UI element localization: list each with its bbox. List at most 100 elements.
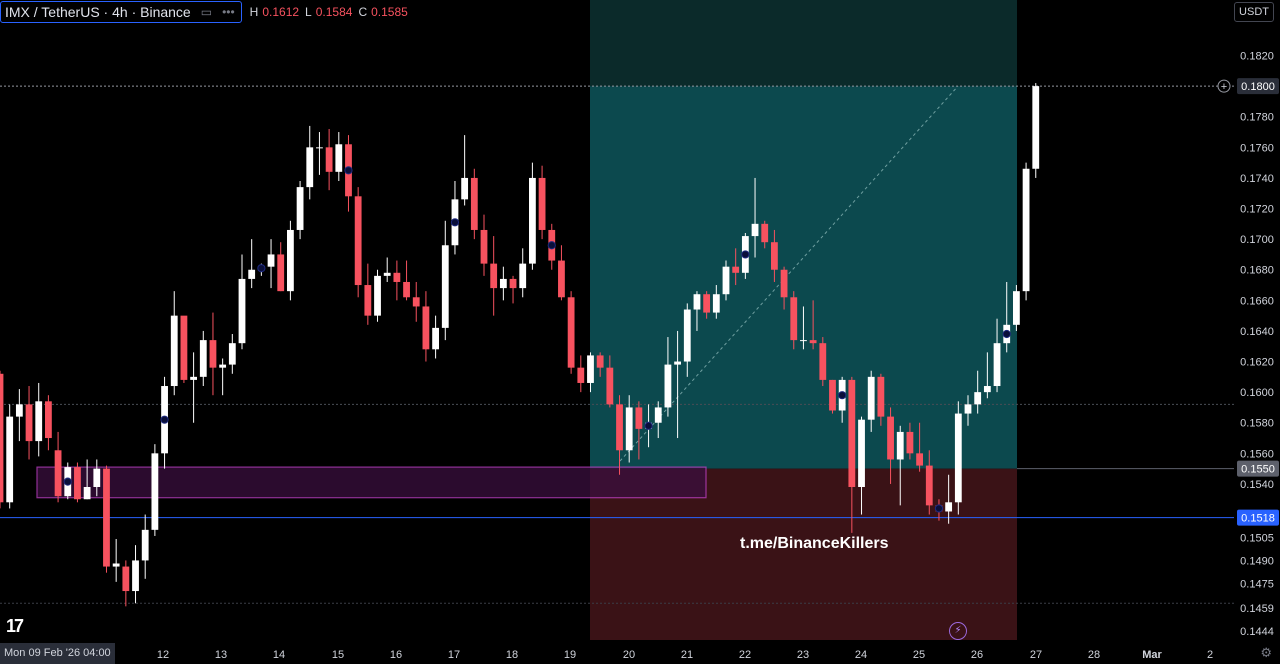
candle-body: [1022, 168, 1030, 292]
time-tick-label: 17: [448, 649, 460, 661]
candle: [219, 358, 227, 396]
event-marker-icon: [838, 391, 847, 400]
currency-button[interactable]: USDT: [1234, 2, 1274, 22]
candle: [974, 370, 982, 414]
candle: [470, 168, 478, 240]
candle-body: [558, 260, 565, 298]
price-tick-label: 0.1444: [1240, 626, 1274, 638]
candle-body: [316, 147, 323, 149]
candle-body: [441, 245, 449, 328]
candle: [132, 545, 139, 604]
candle: [383, 257, 391, 282]
time-tick-label: 13: [215, 649, 227, 661]
candle-body: [925, 465, 933, 506]
candle: [199, 330, 207, 387]
candle: [751, 177, 759, 258]
candle-body: [780, 269, 788, 298]
candle: [829, 379, 836, 414]
time-tick-label: 23: [797, 649, 809, 661]
candle-body: [287, 229, 294, 292]
event-marker-icon: [547, 241, 556, 250]
candle: [335, 132, 343, 181]
time-tick-label: 12: [157, 649, 169, 661]
price-tick-label: 0.1580: [1240, 418, 1274, 430]
price-tick-label: 0.1600: [1240, 387, 1274, 399]
close-value: 0.1585: [371, 5, 408, 19]
candle-body: [509, 278, 517, 289]
event-marker-icon: [934, 504, 944, 513]
candle-body: [1013, 291, 1020, 325]
candle: [325, 128, 333, 191]
candle: [1032, 83, 1040, 178]
time-axis[interactable]: 12 13 14 15 16 17 18 19 20 21 22 23 24 25 26 27 28 Mar 2: [157, 649, 1213, 661]
candle: [1022, 162, 1030, 301]
time-tick-label: 24: [855, 649, 867, 661]
candle: [925, 450, 933, 515]
demand-box: [36, 466, 707, 499]
candle: [916, 422, 923, 472]
candle-body: [964, 404, 972, 414]
candle-body: [374, 275, 381, 316]
candle-body: [567, 297, 575, 368]
price-label-bg: [1237, 460, 1279, 477]
hide-icon[interactable]: ▭: [200, 5, 213, 19]
time-tick-label: 2: [1207, 649, 1213, 661]
candle-body: [829, 379, 836, 411]
symbol-selector[interactable]: IMX / TetherUS · 4h · Binance ▭ •••: [0, 1, 242, 23]
plus-icon: +: [1221, 81, 1227, 93]
candle: [577, 355, 585, 393]
candle: [374, 269, 381, 322]
candle: [674, 330, 681, 439]
gear-icon[interactable]: ⚙: [1260, 645, 1272, 660]
candle: [354, 187, 362, 298]
symbol-title[interactable]: IMX / TetherUS · 4h · Binance: [5, 4, 191, 20]
time-tick-label: 26: [971, 649, 983, 661]
candle-body: [606, 367, 614, 405]
candle-body: [916, 453, 923, 466]
candle-body: [983, 386, 991, 393]
tradingview-logo-icon[interactable]: 17: [6, 616, 24, 636]
candle: [35, 382, 43, 457]
candle: [490, 236, 498, 316]
candle-body: [577, 367, 585, 383]
candle: [761, 220, 769, 249]
event-marker-icon: [63, 477, 72, 486]
more-dots-icon[interactable]: •••: [222, 5, 235, 19]
candle-body: [683, 309, 691, 362]
candle-body: [325, 147, 333, 172]
candle: [228, 334, 236, 374]
candle-body: [519, 263, 527, 289]
candle-body: [93, 468, 101, 487]
candle-body: [335, 144, 343, 172]
candle-body: [722, 266, 730, 295]
candle-body: [132, 560, 139, 592]
position-zones: [36, 0, 1017, 640]
candle: [954, 401, 962, 515]
dividend-markers: [63, 166, 1011, 513]
candle-body: [529, 177, 536, 264]
time-tick-label: 16: [390, 649, 402, 661]
price-tick-label: 0.1680: [1240, 265, 1274, 277]
time-tick-label: 28: [1088, 649, 1100, 661]
candle-body: [461, 177, 469, 200]
time-tick-label: Mar: [1142, 649, 1162, 661]
time-tick-label: 20: [623, 649, 635, 661]
candle: [0, 370, 4, 509]
candle-body: [277, 254, 285, 292]
crosshair-date-tag: Mon 09 Feb '26 04:00: [0, 643, 115, 664]
candle: [800, 306, 807, 350]
candle-body: [499, 278, 507, 289]
candle: [529, 162, 536, 270]
candle: [877, 373, 885, 426]
event-marker-icon: [257, 264, 266, 273]
event-marker-icon: [741, 250, 750, 259]
candle: [896, 425, 904, 506]
lightning-icon[interactable]: ⚡: [949, 622, 967, 640]
candle: [83, 459, 91, 500]
candle: [267, 239, 275, 289]
symbol-legend: IMX / TetherUS · 4h · Binance ▭ ••• H 0.…: [0, 1, 410, 23]
candle-body: [887, 416, 894, 460]
candle: [296, 181, 304, 240]
price-axis[interactable]: 0.1820 0.1780 0.1760 0.1740 0.1720 0.1700 0.16…: [1217, 51, 1279, 638]
